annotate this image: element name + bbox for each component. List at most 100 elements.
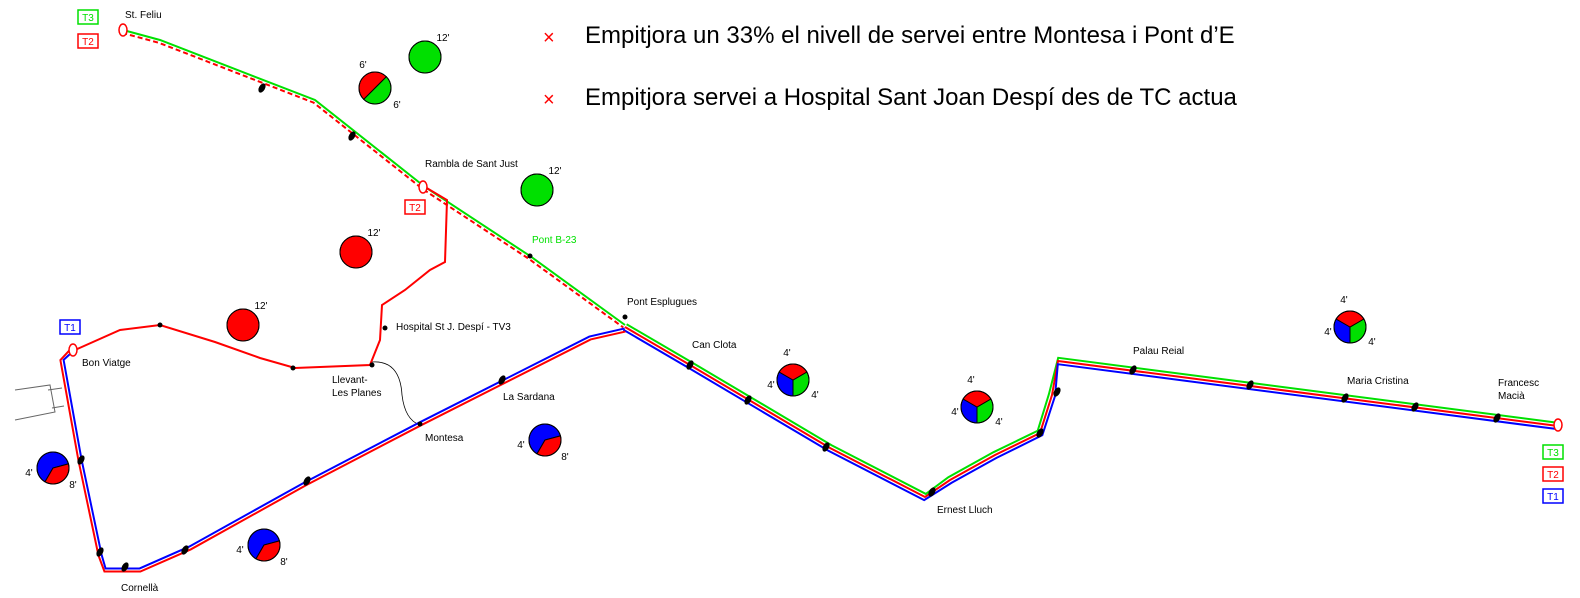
frequency-label: 12' xyxy=(436,33,449,44)
frequency-label: 8' xyxy=(561,452,569,463)
frequency-label: 4' xyxy=(967,375,975,386)
pie-outline xyxy=(36,451,70,485)
stop xyxy=(77,455,85,465)
frequency-label: 4' xyxy=(517,440,525,451)
line-badge xyxy=(77,9,99,25)
frequency-label: 12' xyxy=(367,228,380,239)
tram-line xyxy=(122,29,626,326)
stop xyxy=(181,545,189,555)
stop xyxy=(348,131,356,141)
tram-line xyxy=(59,330,626,573)
frequency-label: 6' xyxy=(393,100,401,111)
station-label: Ernest Lluch xyxy=(937,505,993,516)
station-label: Francesc xyxy=(1498,378,1539,389)
station-label: Les Planes xyxy=(332,388,381,399)
station-label: Hospital St J. Despí - TV3 xyxy=(396,322,511,333)
frequency-label: 4' xyxy=(767,380,775,391)
frequency-label: 4' xyxy=(1324,327,1332,338)
transfer-link xyxy=(371,361,421,426)
line-badge-label: T2 xyxy=(409,203,421,214)
stop xyxy=(121,562,129,572)
stop xyxy=(157,322,163,328)
stop xyxy=(1246,380,1254,390)
frequency-label: 4' xyxy=(995,417,1003,428)
line-badge-label: T3 xyxy=(82,13,94,24)
stop xyxy=(822,442,830,452)
station-label: Cornellà xyxy=(121,583,159,594)
stop xyxy=(1411,402,1419,412)
frequency-label: 4' xyxy=(1368,337,1376,348)
tram-line xyxy=(622,328,1558,502)
pie-outline xyxy=(776,363,810,397)
frequency-label: 12' xyxy=(548,166,561,177)
station-label: Montesa xyxy=(425,433,464,444)
station-label: Macià xyxy=(1498,391,1525,402)
stop xyxy=(303,476,311,486)
terminus xyxy=(1553,418,1563,432)
frequency-label: 4' xyxy=(1340,295,1348,306)
terminus xyxy=(418,180,428,194)
frequency-label: 8' xyxy=(280,557,288,568)
stop xyxy=(1053,387,1061,397)
station-label: Rambla de Sant Just xyxy=(425,159,518,170)
stop xyxy=(1341,393,1349,403)
pie-outline xyxy=(358,71,392,105)
stop xyxy=(290,365,296,371)
line-badge-label: T3 xyxy=(1547,448,1559,459)
station-label: Pont B-23 xyxy=(532,235,577,246)
tram-line xyxy=(624,326,1559,499)
stop xyxy=(744,395,752,405)
stop xyxy=(1493,413,1501,423)
stop xyxy=(1036,428,1044,438)
line-badge xyxy=(1542,444,1564,460)
line-badge-label: T2 xyxy=(1547,470,1559,481)
stop xyxy=(498,375,506,385)
tram-line xyxy=(74,186,449,370)
station-label: Llevant- xyxy=(332,375,368,386)
frequency-label: 4' xyxy=(783,348,791,359)
tram-line xyxy=(121,31,624,329)
frequency-label: 4' xyxy=(25,468,33,479)
depot xyxy=(14,384,56,421)
bullet-icon: × xyxy=(543,89,555,111)
terminus xyxy=(68,343,78,357)
pie-outline xyxy=(520,173,554,207)
frequency-label: 4' xyxy=(236,545,244,556)
pie-outline xyxy=(339,235,373,269)
stop xyxy=(1129,365,1137,375)
tram-line xyxy=(62,327,625,570)
line-badge-label: T2 xyxy=(82,37,94,48)
stop xyxy=(382,325,388,331)
frequency-label: 4' xyxy=(951,407,959,418)
line-badge xyxy=(404,199,426,215)
note: Empitjora servei a Hospital Sant Joan De… xyxy=(585,84,1238,111)
frequency-label: 8' xyxy=(69,480,77,491)
frequency-label: 6' xyxy=(359,60,367,71)
line-badge-label: T1 xyxy=(64,323,76,334)
line-badge-label: T1 xyxy=(1547,492,1559,503)
stop xyxy=(686,360,694,370)
stop xyxy=(96,547,104,557)
depot-track xyxy=(47,387,65,409)
station-label: Can Clota xyxy=(692,340,737,351)
line-badge xyxy=(1542,488,1564,504)
stop xyxy=(369,362,375,368)
station-label: Bon Viatge xyxy=(82,358,131,369)
stop xyxy=(928,487,936,497)
note: Empitjora un 33% el nivell de servei ent… xyxy=(585,22,1235,49)
station-label: St. Feliu xyxy=(125,10,162,21)
pie-outline xyxy=(247,528,281,562)
stop xyxy=(527,253,533,259)
pie-outline xyxy=(408,40,442,74)
terminus xyxy=(118,23,128,37)
frequency-label: 12' xyxy=(254,301,267,312)
bullet-icon: × xyxy=(543,27,555,49)
station-label: La Sardana xyxy=(503,392,555,403)
line-badge xyxy=(59,319,81,335)
station-label: Palau Reial xyxy=(1133,346,1184,357)
line-badge xyxy=(1542,466,1564,482)
station-label: Maria Cristina xyxy=(1347,376,1409,387)
pie-outline xyxy=(528,423,562,457)
stop xyxy=(622,314,628,320)
